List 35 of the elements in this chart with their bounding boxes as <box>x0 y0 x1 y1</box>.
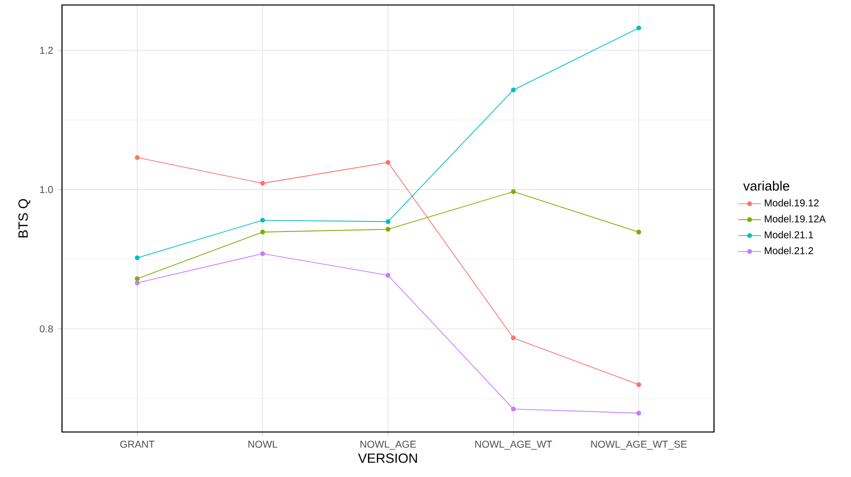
y-tick-label: 0.8 <box>40 325 53 332</box>
point <box>510 88 516 92</box>
x-tick-label: NOWL_AGE_WT <box>475 440 552 450</box>
y-axis-title: BTS Q <box>18 199 30 238</box>
point <box>510 189 516 194</box>
point <box>260 218 266 223</box>
point <box>260 251 266 256</box>
legend-label: Model.21.1 <box>764 230 814 238</box>
point <box>636 230 642 234</box>
x-axis-title: VERSION <box>358 453 417 463</box>
point <box>134 255 140 260</box>
point <box>386 160 390 165</box>
point <box>386 219 390 224</box>
point <box>134 276 140 282</box>
point <box>134 280 140 286</box>
y-tick-label: 1.2 <box>40 46 53 54</box>
x-tick-label: NOWL <box>248 440 278 448</box>
point <box>636 382 642 388</box>
legend-label: Model.19.12 <box>764 199 819 207</box>
point <box>510 406 516 412</box>
point <box>636 410 642 416</box>
point <box>636 26 642 30</box>
point <box>386 226 390 232</box>
point <box>510 336 516 340</box>
legend-title: variable <box>743 180 790 191</box>
legend-label: Model.21.2 <box>764 246 814 254</box>
legend-label: Model.19.12A <box>764 215 826 222</box>
point <box>386 272 390 278</box>
point <box>134 155 140 160</box>
x-tick-label: NOWL_AGE <box>360 440 416 450</box>
y-tick-label: 1.0 <box>40 186 53 194</box>
x-tick-label: GRANT <box>120 440 154 448</box>
point <box>260 180 266 186</box>
x-tick-label: NOWL_AGE_WT_SE <box>591 440 687 450</box>
point <box>260 230 266 234</box>
